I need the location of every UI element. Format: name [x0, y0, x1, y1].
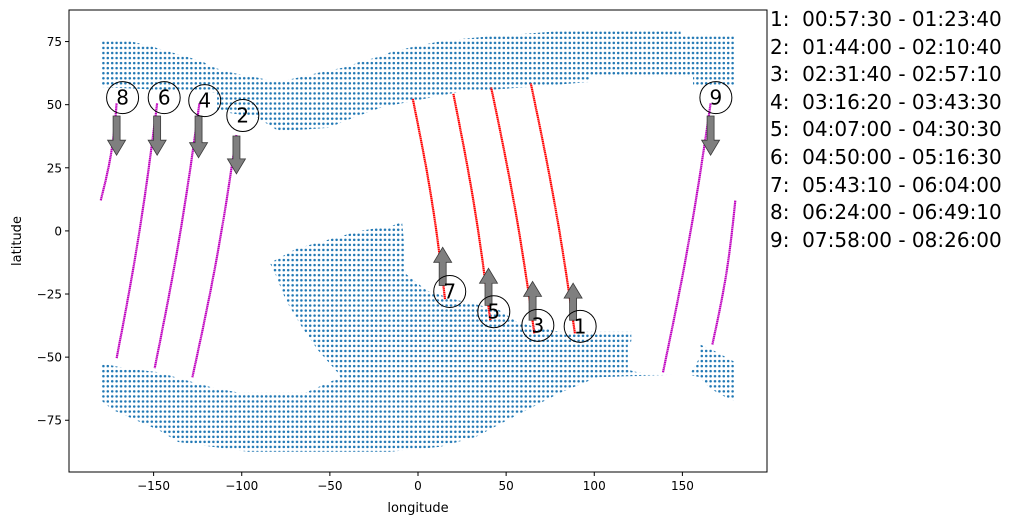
pass-label: 3 — [531, 313, 544, 337]
y-tick-label: 75 — [47, 35, 62, 49]
x-tick-label: 50 — [498, 479, 513, 493]
pass-track-9 — [661, 103, 712, 373]
y-tick-label: −50 — [37, 351, 62, 365]
y-tick-label: −75 — [37, 414, 62, 428]
x-axis-ticks: −150 −100 −50 0 50 100 150 — [137, 472, 694, 493]
pass-label: 7 — [443, 279, 456, 303]
legend-entry: 7: 05:43:10 - 06:04:00 — [770, 172, 1002, 197]
arrow-up-icon — [563, 282, 583, 321]
y-tick-label: 0 — [54, 224, 62, 238]
pass-track-2 — [191, 134, 238, 378]
arrow-down-icon — [106, 115, 127, 156]
pass-label: 9 — [710, 86, 723, 110]
pass-annotations: 1 2 3 4 5 6 7 8 9 — [106, 81, 733, 343]
legend-entry: 9: 07:58:00 - 08:26:00 — [770, 227, 1002, 252]
arrow-up-icon — [478, 267, 499, 306]
dot-region-north — [100, 31, 736, 132]
pass-label: 1 — [574, 314, 587, 338]
pass-label: 2 — [236, 104, 249, 128]
dot-region-south — [100, 222, 674, 452]
pass-label-circle — [188, 84, 222, 118]
pass-label-circle — [147, 81, 181, 115]
arrow-down-icon — [226, 135, 247, 175]
x-tick-label: 150 — [671, 479, 694, 493]
pass-track-3 — [490, 87, 536, 334]
x-tick-label: −100 — [225, 479, 258, 493]
y-axis-ticks: 75 50 25 0 −25 −50 −75 — [37, 35, 69, 428]
pass-label-circle — [226, 99, 260, 133]
land-dot-regions — [100, 31, 736, 452]
pass-label: 4 — [198, 89, 211, 113]
arrow-up-icon — [522, 280, 543, 321]
pass-label-circle — [521, 308, 555, 342]
x-tick-label: 0 — [414, 479, 422, 493]
x-tick-label: −150 — [137, 479, 170, 493]
y-tick-label: 50 — [47, 98, 62, 112]
x-tick-label: −50 — [317, 479, 342, 493]
pass-label: 6 — [158, 86, 171, 110]
legend: 1: 00:57:30 - 01:23:40 2: 01:44:00 - 02:1… — [770, 6, 1002, 254]
pass-label-circle — [106, 81, 140, 115]
legend-entry: 8: 06:24:00 - 06:49:10 — [770, 200, 1002, 225]
pass-track-8 — [711, 200, 737, 345]
pass-label: 8 — [116, 86, 129, 110]
pass-tracks — [99, 83, 737, 378]
legend-entry: 5: 04:07:00 - 04:30:30 — [770, 117, 1002, 142]
arrow-down-icon — [147, 115, 167, 156]
x-tick-label: 100 — [583, 479, 606, 493]
legend-entry: 4: 03:16:20 - 03:43:30 — [770, 89, 1002, 114]
x-axis-label: longitude — [387, 501, 448, 516]
pass-label: 5 — [487, 300, 500, 324]
pass-label-circle — [563, 309, 597, 343]
arrow-up-icon — [432, 246, 453, 286]
arrow-down-icon — [700, 115, 721, 156]
pass-label-circle — [699, 81, 733, 115]
y-tick-label: −25 — [37, 288, 62, 302]
y-axis-label: latitude — [10, 216, 25, 266]
legend-entry: 6: 04:50:00 - 05:16:30 — [770, 144, 1002, 169]
legend-entry: 3: 02:31:40 - 02:57:10 — [770, 62, 1002, 87]
pass-label-circle — [477, 295, 511, 329]
arrow-down-icon — [188, 115, 209, 159]
legend-entry: 1: 00:57:30 - 01:23:40 — [770, 7, 1002, 31]
y-tick-label: 25 — [47, 161, 62, 175]
dot-region-southeast — [689, 344, 736, 402]
pass-label-circle — [433, 274, 467, 308]
legend-entry: 2: 01:44:00 - 02:10:40 — [770, 34, 1002, 59]
